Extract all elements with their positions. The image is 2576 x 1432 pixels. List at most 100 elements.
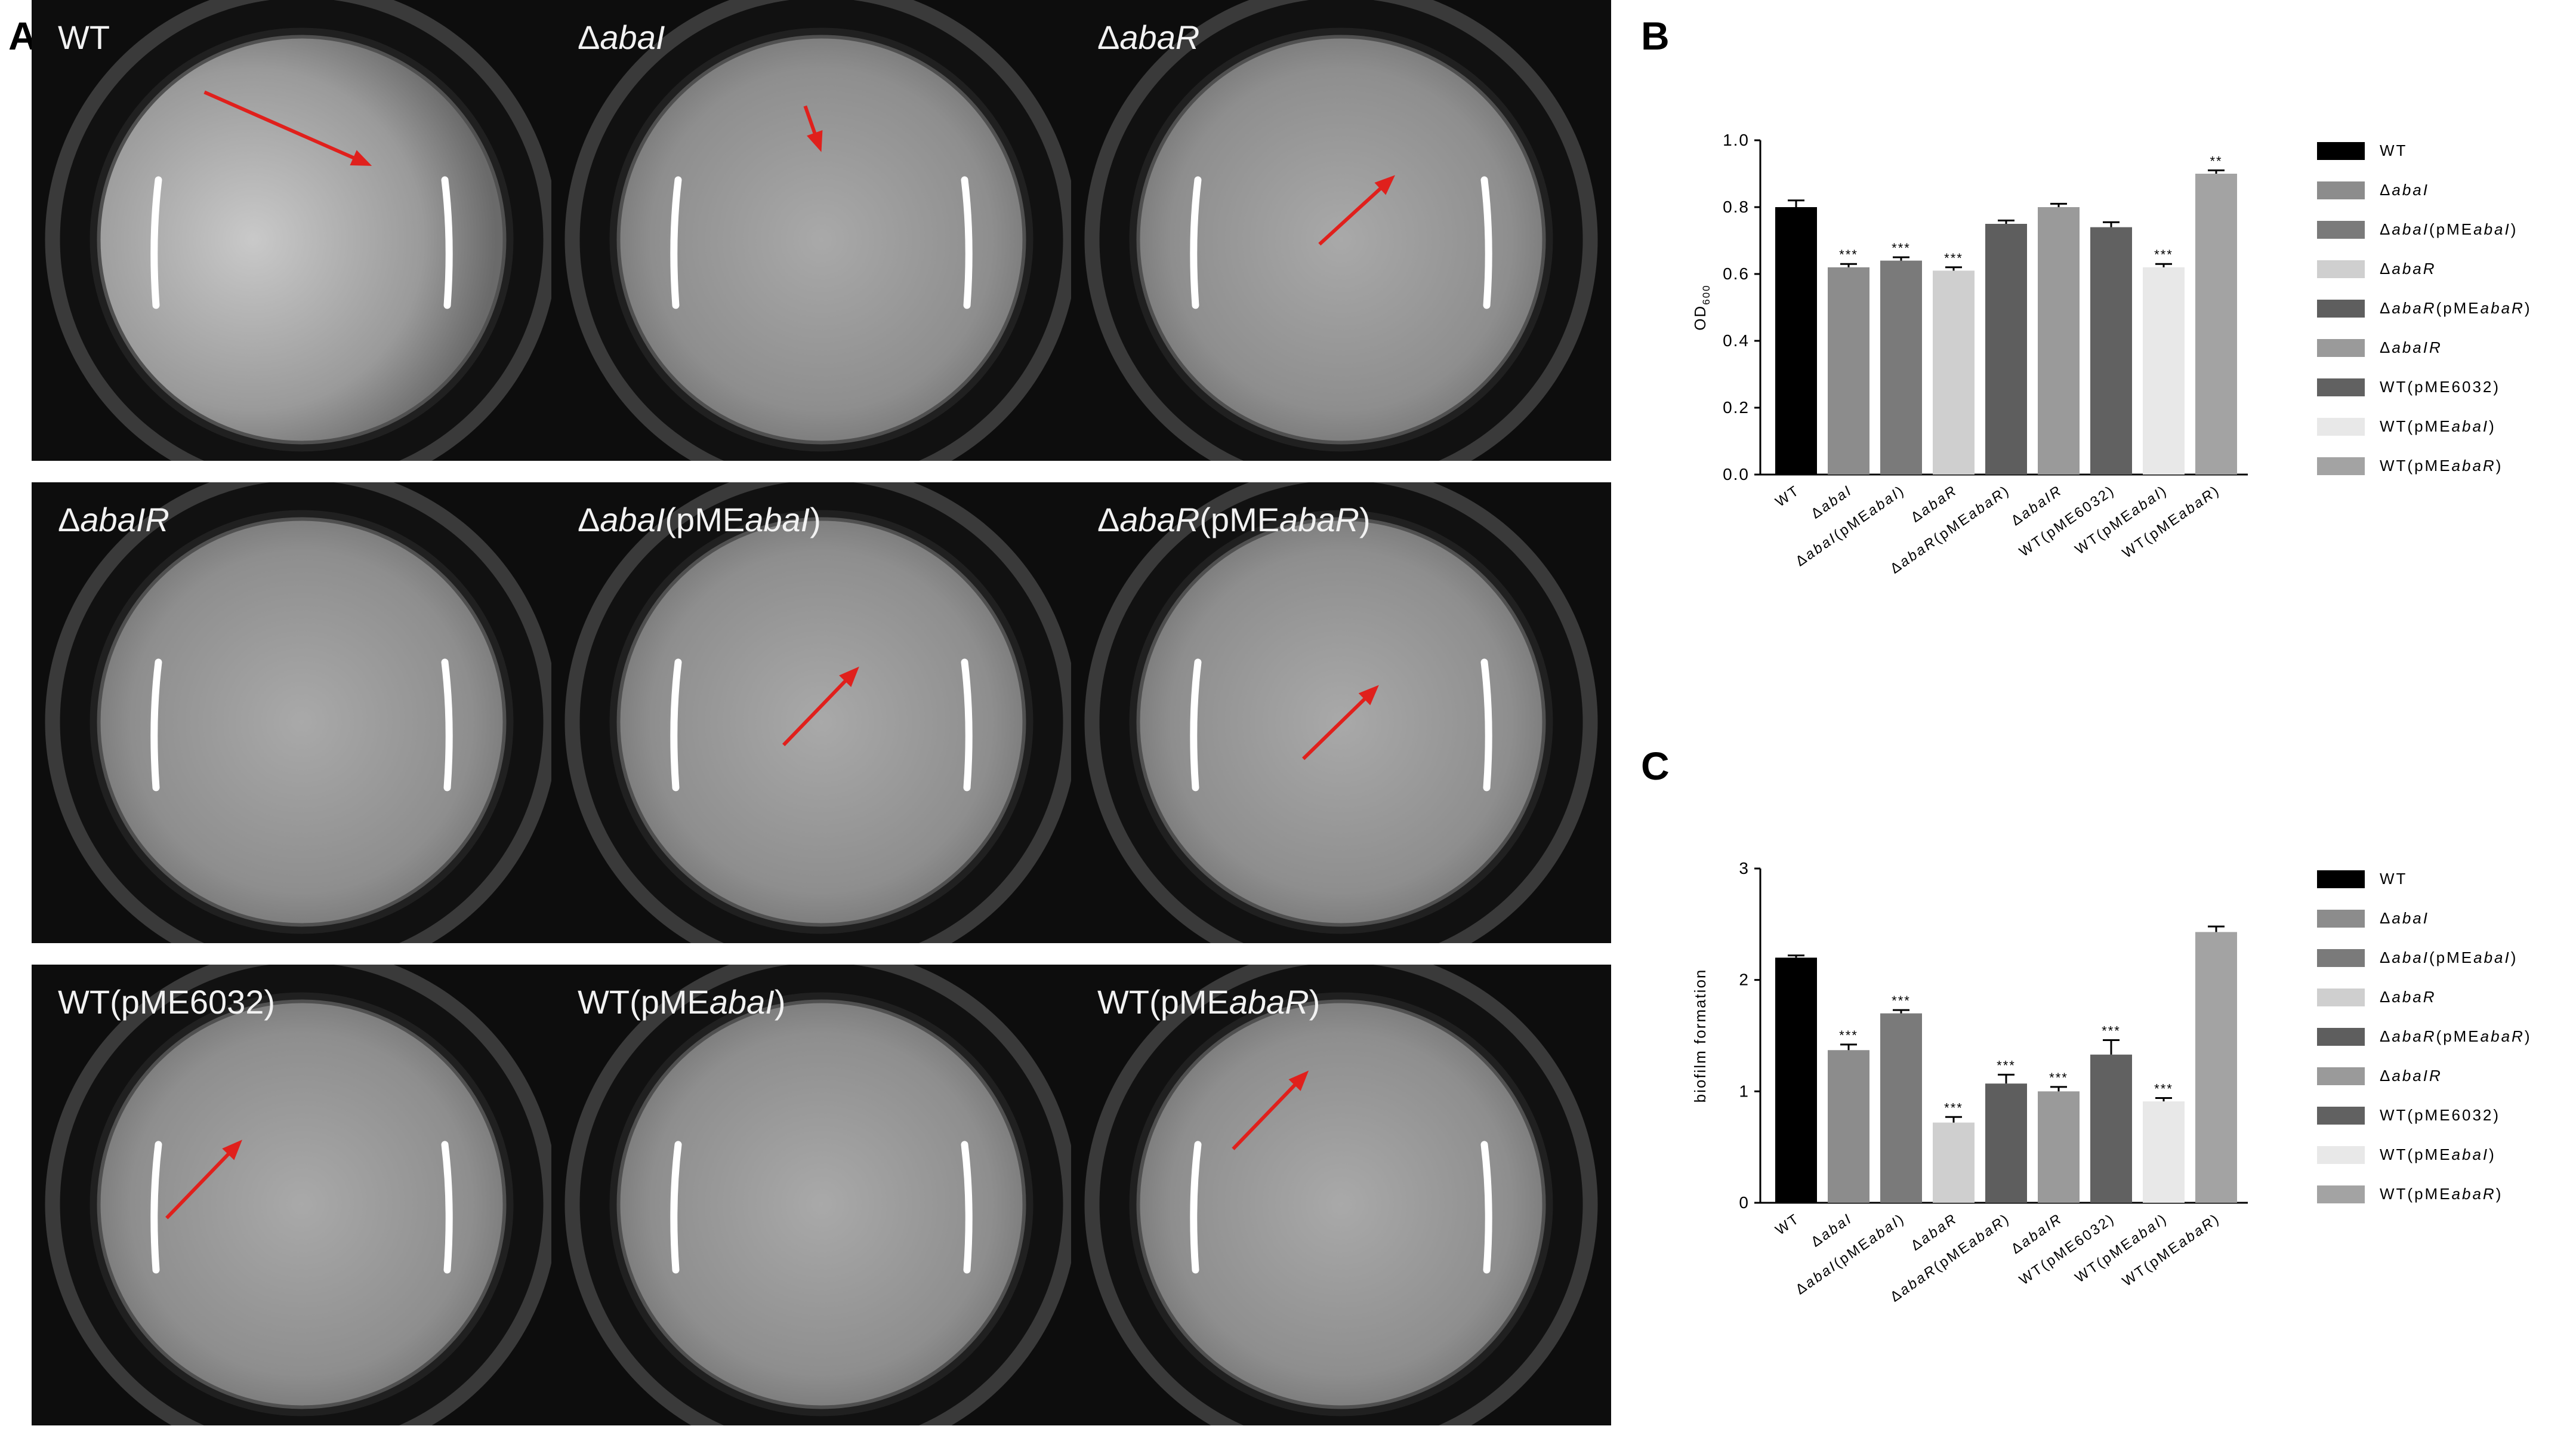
bar xyxy=(1933,1122,1975,1203)
legend-label: WT(pMEabaI) xyxy=(2380,417,2496,435)
y-tick-label: 0.2 xyxy=(1723,398,1750,417)
panel-label-c: C xyxy=(1641,744,1670,788)
well-label: ΔabaIR xyxy=(58,501,169,538)
chart-b-od600: 0.0 0.2 0.4 0.6 0.8 1.0 OD600 WT *** ΔabaI *** Δaba… xyxy=(1691,131,2531,577)
significance-mark: *** xyxy=(1892,241,1911,255)
legend-swatch xyxy=(2317,181,2365,199)
well-image: ΔabaR(pMEabaR) xyxy=(1071,482,1611,943)
bar xyxy=(1985,224,2027,475)
legend-swatch xyxy=(2317,339,2365,357)
red-arrow-icon xyxy=(839,666,859,687)
red-arrow-icon xyxy=(350,150,372,166)
bar xyxy=(2143,267,2185,475)
legend-label: ΔabaI(pMEabaI) xyxy=(2380,220,2518,238)
red-arrow-icon xyxy=(1358,685,1379,706)
legend-swatch xyxy=(2317,457,2365,475)
y-tick-label: 1.0 xyxy=(1723,131,1750,149)
well-image: ΔabaIR xyxy=(32,482,572,943)
bar xyxy=(2090,227,2132,475)
red-arrow-icon xyxy=(1374,175,1395,195)
y-tick-label: 3 xyxy=(1739,859,1750,877)
legend-swatch xyxy=(2317,1067,2365,1085)
y-tick-label: 0.6 xyxy=(1723,264,1750,283)
well-image: ΔabaI xyxy=(551,0,1091,461)
legend-swatch xyxy=(2317,949,2365,967)
well-image: ΔabaI(pMEabaI) xyxy=(551,482,1091,943)
well-label: WT(pME6032) xyxy=(58,983,276,1021)
y-tick-label: 1 xyxy=(1739,1082,1750,1100)
red-arrow-icon xyxy=(222,1140,242,1160)
legend-label: ΔabaR(pMEabaR) xyxy=(2380,1027,2531,1045)
legend-swatch xyxy=(2317,142,2365,160)
significance-mark: *** xyxy=(2154,247,2173,262)
x-tick-label: ΔabaI xyxy=(1808,1211,1855,1251)
red-arrow-icon xyxy=(1288,1070,1309,1091)
significance-mark: *** xyxy=(1997,1058,2016,1073)
bar xyxy=(1880,1013,1922,1203)
significance-mark: *** xyxy=(2102,1023,2121,1038)
legend-swatch xyxy=(2317,300,2365,318)
y-tick-label: 0.8 xyxy=(1723,198,1750,216)
legend-label: ΔabaR xyxy=(2380,988,2436,1006)
x-tick-label: WT(pME6032) xyxy=(2016,482,2118,561)
y-tick-label: 2 xyxy=(1739,971,1750,989)
significance-mark: *** xyxy=(1892,993,1911,1008)
legend-label: WT(pME6032) xyxy=(2380,378,2500,396)
legend-label: ΔabaIR xyxy=(2380,1067,2442,1085)
bar xyxy=(2143,1101,2185,1203)
legend-swatch xyxy=(2317,988,2365,1006)
legend-label: WT(pME6032) xyxy=(2380,1106,2500,1124)
bar xyxy=(1985,1083,2027,1203)
bar xyxy=(2038,207,2080,475)
significance-mark: *** xyxy=(1839,247,1858,262)
legend-label: WT(pMEabaR) xyxy=(2380,1185,2503,1203)
y-axis-label: OD600 xyxy=(1691,284,1712,330)
legend-label: ΔabaIR xyxy=(2380,338,2442,356)
well-label: ΔabaI xyxy=(578,19,665,56)
red-arrow-icon xyxy=(807,130,823,152)
significance-mark: *** xyxy=(1944,1100,1963,1115)
bar xyxy=(1828,267,1869,475)
chart-c-biofilm: 0 1 2 3 biofilm formation WT *** ΔabaI *** ΔabaI(… xyxy=(1691,859,2531,1305)
significance-mark: ** xyxy=(2210,153,2222,168)
bar xyxy=(1880,260,1922,475)
bar xyxy=(1828,1050,1869,1203)
legend-swatch xyxy=(2317,221,2365,239)
legend-label: WT(pMEabaI) xyxy=(2380,1145,2496,1163)
well-label: WT xyxy=(58,19,110,56)
x-tick-label: WT(pME6032) xyxy=(2016,1211,2118,1289)
bar xyxy=(1775,207,1817,475)
well-image: WT(pME6032) xyxy=(32,965,572,1425)
significance-mark: *** xyxy=(2049,1070,2068,1085)
well-image: WT xyxy=(32,0,572,461)
legend-swatch xyxy=(2317,870,2365,888)
y-axis-label: biofilm formation xyxy=(1691,969,1709,1103)
legend-label: ΔabaR(pMEabaR) xyxy=(2380,299,2531,317)
significance-mark: *** xyxy=(2154,1082,2173,1097)
bar xyxy=(2195,174,2237,475)
legend-swatch xyxy=(2317,378,2365,396)
well-label: ΔabaR(pMEabaR) xyxy=(1097,501,1371,538)
x-tick-label: ΔabaI xyxy=(1808,482,1855,522)
well-label: WT(pMEabaI) xyxy=(578,983,786,1021)
legend-label: ΔabaI xyxy=(2380,909,2429,927)
well-image: WT(pMEabaI) xyxy=(551,965,1091,1425)
legend-swatch xyxy=(2317,260,2365,278)
x-tick-label: WT xyxy=(1772,1211,1803,1239)
bar xyxy=(1775,957,1817,1203)
significance-mark: *** xyxy=(1839,1028,1858,1043)
legend-label: WT xyxy=(2380,141,2407,159)
legend-label: ΔabaI xyxy=(2380,181,2429,199)
well-label: ΔabaR xyxy=(1097,19,1200,56)
x-tick-label: WT(pMEabaR) xyxy=(2120,482,2223,562)
legend-swatch xyxy=(2317,1185,2365,1203)
well-image: WT(pMEabaR) xyxy=(1071,965,1611,1425)
legend-label: WT xyxy=(2380,870,2407,888)
legend-swatch xyxy=(2317,1146,2365,1164)
bar xyxy=(2038,1091,2080,1203)
well-image: ΔabaR xyxy=(1071,0,1611,461)
well-label: WT(pMEabaR) xyxy=(1097,983,1321,1021)
y-tick-label: 0 xyxy=(1739,1193,1750,1212)
legend-swatch xyxy=(2317,418,2365,436)
x-tick-label: WT(pMEabaR) xyxy=(2120,1211,2223,1290)
